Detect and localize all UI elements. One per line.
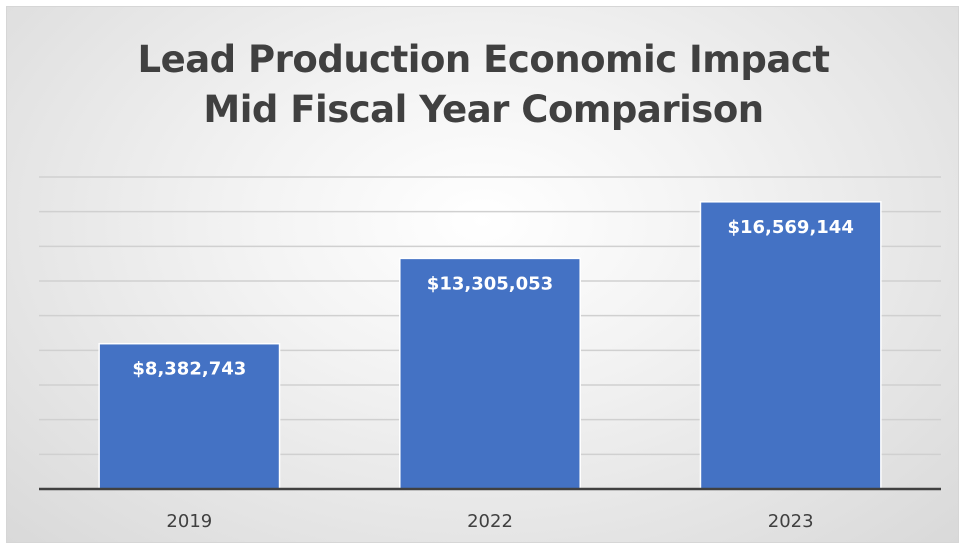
chart-title-line-1: Lead Production Economic Impact bbox=[137, 38, 830, 81]
x-tick-label-2022: 2022 bbox=[467, 511, 513, 532]
chart-subtitle: Mid Fiscal Year Comparison bbox=[203, 88, 764, 131]
x-tick-label-2023: 2023 bbox=[768, 511, 814, 532]
chart-title: Lead Production Economic Impact Mid Fisc… bbox=[7, 35, 960, 135]
data-label-2022: $13,305,053 bbox=[427, 273, 553, 294]
x-axis: 2019 2022 2023 bbox=[39, 487, 941, 532]
data-labels: $8,382,743 $13,305,053 $16,569,144 bbox=[132, 217, 853, 380]
data-label-2023: $16,569,144 bbox=[727, 217, 853, 238]
bar-2023 bbox=[699, 201, 882, 490]
bar-2022 bbox=[399, 257, 581, 490]
x-tick-label-2019: 2019 bbox=[166, 511, 212, 532]
data-label-2019: $8,382,743 bbox=[132, 359, 246, 380]
bars bbox=[98, 201, 882, 490]
bar-2019 bbox=[98, 342, 281, 490]
bar-chart-plot: $8,382,743 $13,305,053 $16,569,144 2019 202… bbox=[39, 176, 941, 532]
chart-area: Lead Production Economic Impact Mid Fisc… bbox=[6, 6, 959, 543]
